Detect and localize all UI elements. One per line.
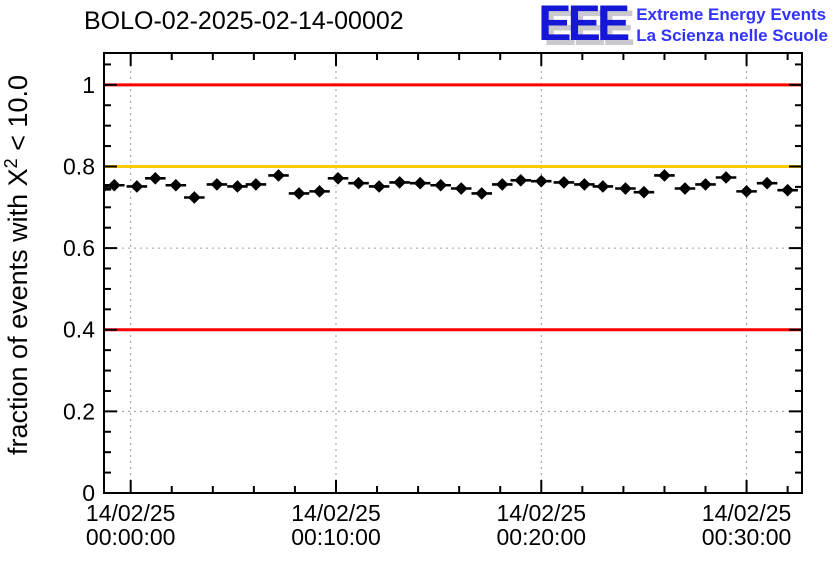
plot-title: BOLO-02-2025-02-14-00002 — [84, 7, 404, 35]
data-point-marker — [578, 178, 591, 191]
data-point-marker — [249, 178, 263, 191]
data-point-marker — [619, 182, 632, 195]
data-point-marker — [658, 169, 671, 182]
data-point-marker — [413, 176, 427, 190]
x-tick-label-date-00:10:00: 14/02/25 — [291, 500, 381, 526]
data-point-marker — [719, 171, 733, 184]
x-tick-label-time-00:10:00: 00:10:00 — [291, 524, 381, 550]
series-group — [104, 169, 798, 204]
data-point-marker — [740, 185, 753, 198]
data-point-marker — [188, 191, 201, 204]
y-tick-label-0.2: 0.2 — [63, 398, 95, 424]
eee-logo: EEE Extreme Energy Events La Scienza nel… — [538, 0, 828, 51]
data-point-marker — [130, 180, 144, 193]
y-tick-label-0: 0 — [82, 480, 95, 506]
x-tick-label-date-00:20:00: 14/02/25 — [497, 500, 587, 526]
data-point-marker — [372, 180, 386, 193]
data-point-marker — [557, 176, 571, 189]
ticks-group — [104, 53, 802, 494]
x-tick-label-time-00:20:00: 00:20:00 — [497, 524, 587, 550]
eee-logo-line1: Extreme Energy Events — [636, 5, 827, 24]
data-point-marker — [210, 178, 224, 191]
eee-logo-acronym: EEE — [538, 0, 630, 51]
data-point-marker — [434, 178, 447, 192]
data-point-marker — [678, 182, 692, 195]
data-point-marker — [760, 176, 774, 190]
y-tick-label-0.8: 0.8 — [63, 153, 95, 179]
data-point-marker — [534, 174, 548, 188]
x-tick-label-date-00:30:00: 14/02/25 — [702, 500, 792, 526]
data-point-marker — [107, 178, 121, 192]
data-point-marker — [393, 176, 406, 189]
data-point-marker — [331, 171, 345, 185]
x-tick-label-time-00:00:00: 00:00:00 — [86, 524, 176, 550]
eee-logo-line2: La Scienza nelle Scuole — [636, 25, 828, 45]
data-point-marker — [781, 183, 794, 197]
x-tick-label-date-00:00:00: 14/02/25 — [86, 500, 176, 526]
data-point-marker — [272, 169, 285, 182]
data-point-marker — [169, 178, 183, 192]
data-point-marker — [699, 178, 712, 191]
y-axis-title: fraction of events with X2 < 10.0 — [1, 75, 33, 455]
data-point-marker — [475, 187, 489, 200]
data-point-marker — [454, 182, 468, 195]
eee-logo-text: Extreme Energy Events La Scienza nelle S… — [636, 2, 828, 46]
data-point-marker — [313, 185, 326, 198]
data-point-marker — [231, 180, 244, 193]
data-point-marker — [352, 176, 365, 190]
y-tick-label-0.4: 0.4 — [63, 317, 95, 343]
data-point-marker — [596, 180, 610, 193]
data-point-marker — [149, 171, 162, 185]
grid-group — [104, 53, 802, 493]
y-tick-label-1: 1 — [82, 72, 95, 98]
data-point-marker — [514, 174, 528, 187]
y-tick-label-0.6: 0.6 — [63, 235, 95, 261]
data-point-marker — [495, 178, 509, 191]
x-tick-label-time-00:30:00: 00:30:00 — [702, 524, 792, 550]
data-point-marker — [637, 185, 651, 199]
plot-frame — [103, 52, 803, 494]
data-point-marker — [292, 187, 306, 200]
